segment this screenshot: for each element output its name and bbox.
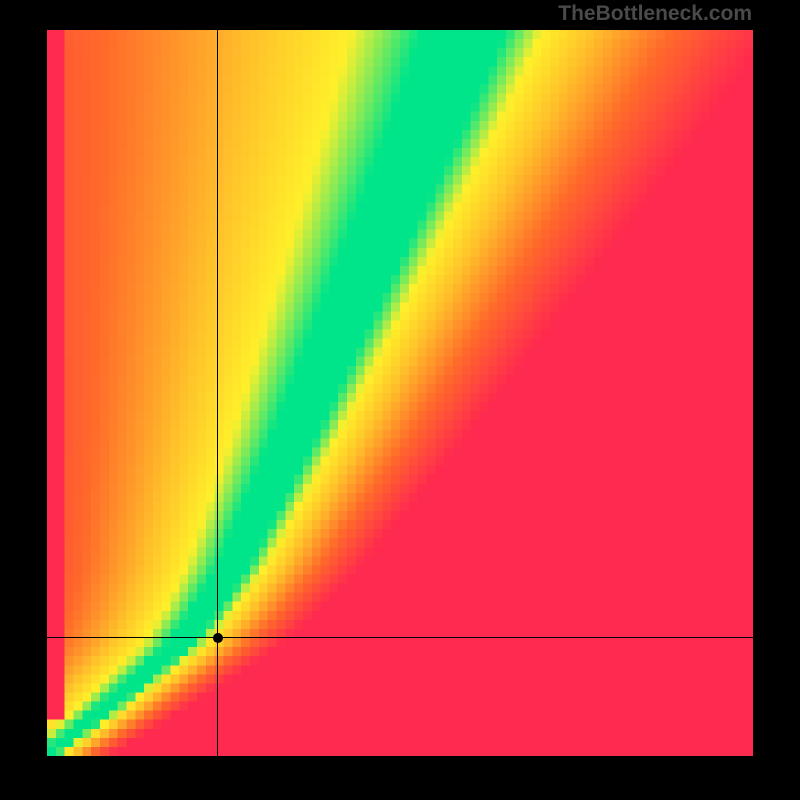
crosshair-vertical	[217, 30, 218, 756]
heatmap-canvas	[47, 30, 753, 756]
crosshair-marker	[211, 631, 225, 645]
watermark-text: TheBottleneck.com	[558, 2, 752, 26]
crosshair-horizontal	[47, 637, 753, 638]
heatmap-plot	[47, 30, 753, 756]
